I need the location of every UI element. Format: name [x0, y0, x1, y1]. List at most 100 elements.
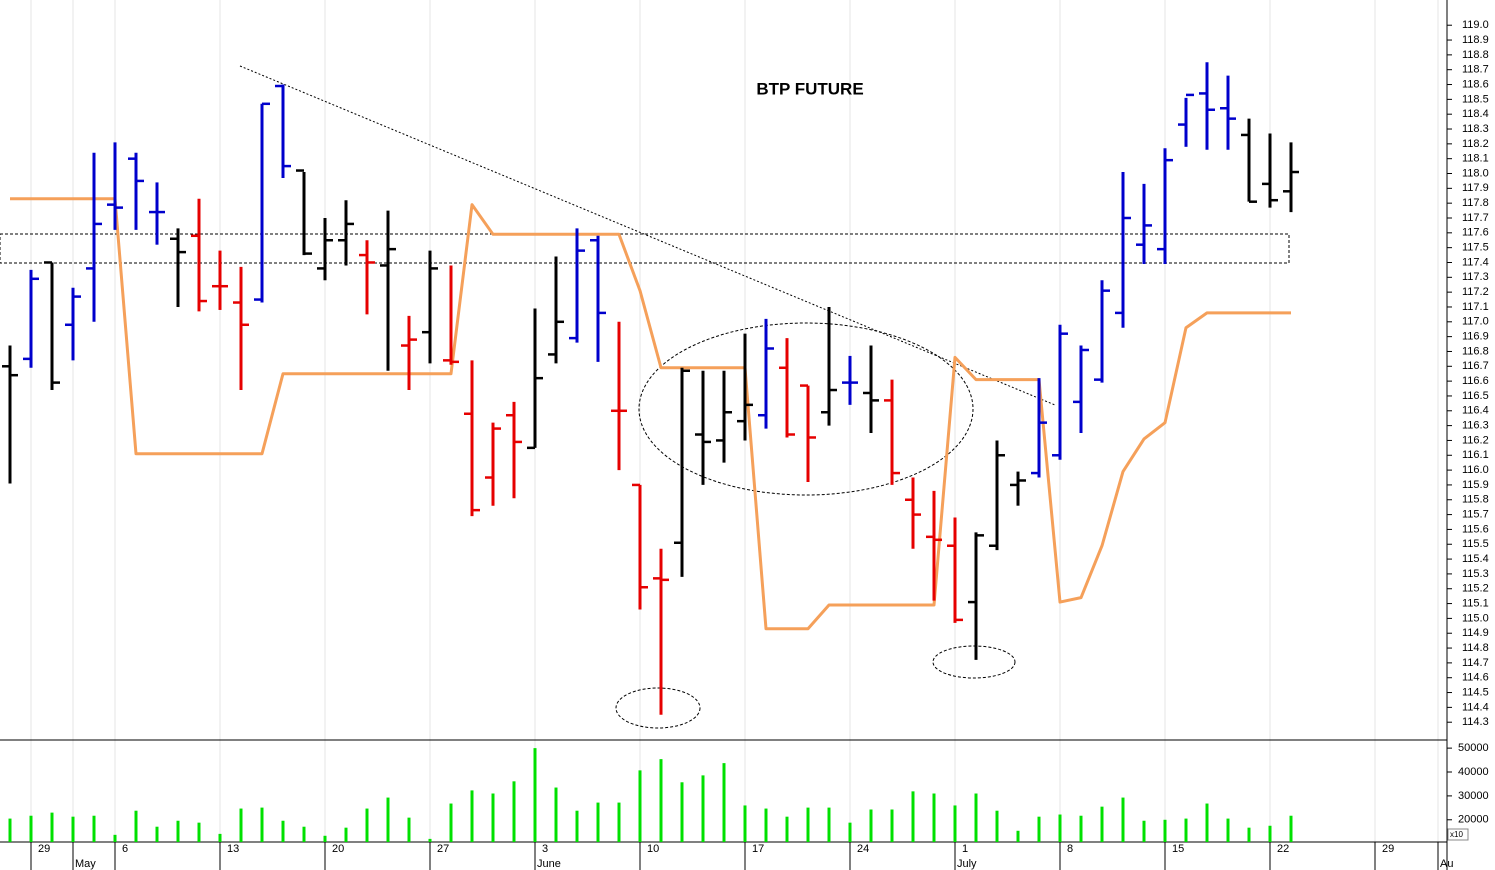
x-tick-label: 3	[542, 843, 548, 855]
ohlc-bar	[1052, 324, 1068, 460]
ohlc-bar	[254, 102, 270, 303]
y-tick-label: 118.6	[1462, 78, 1489, 90]
ohlc-bar	[905, 477, 921, 549]
x-month-label: July	[957, 858, 977, 870]
y-tick-label: 116.3	[1462, 420, 1489, 432]
trend-line	[239, 65, 1056, 406]
low-ellipse	[615, 687, 701, 729]
ohlc-bar	[506, 401, 522, 499]
ohlc-bar	[65, 287, 81, 361]
y-tick-label: 115.1	[1462, 597, 1489, 609]
chart-title: BTP FUTURE	[756, 79, 863, 98]
ohlc-bar	[86, 152, 102, 322]
x-tick-label: 6	[122, 843, 128, 855]
y-tick-label: 118.9	[1462, 34, 1489, 46]
ohlc-bar	[149, 182, 165, 245]
ohlc-bar	[1115, 172, 1131, 328]
volume-tick-label: 30000	[1458, 790, 1489, 802]
ohlc-bar	[1094, 280, 1110, 383]
ohlc-bar	[590, 235, 606, 362]
x-month-label: June	[537, 858, 561, 870]
y-tick-label: 114.5	[1462, 686, 1489, 698]
y-tick-label: 116.2	[1462, 434, 1489, 446]
y-tick-label: 119.0	[1462, 19, 1489, 31]
y-tick-label: 115.0	[1462, 612, 1489, 624]
y-tick-label: 117.3	[1462, 271, 1489, 283]
ohlc-bar	[1241, 118, 1257, 203]
x-tick-label: 8	[1067, 843, 1073, 855]
volume-tick-label: 50000	[1458, 742, 1489, 754]
ohlc-bar	[989, 440, 1005, 551]
y-tick-label: 117.8	[1462, 197, 1489, 209]
ohlc-bar	[170, 228, 186, 307]
y-tick-label: 115.7	[1462, 508, 1489, 520]
y-tick-label: 118.0	[1462, 167, 1489, 179]
ohlc-bar	[1136, 183, 1152, 264]
x-tick-label: 10	[647, 843, 659, 855]
ohlc-bar	[1262, 133, 1278, 208]
ohlc-bar	[359, 240, 375, 315]
ohlc-bar	[401, 315, 417, 391]
y-tick-label: 115.3	[1462, 568, 1489, 580]
y-tick-label: 115.4	[1462, 553, 1489, 565]
y-tick-label: 114.4	[1462, 701, 1489, 713]
ohlc-bar	[1199, 62, 1215, 150]
y-tick-label: 116.5	[1462, 390, 1489, 402]
x-tick-label: 22	[1277, 843, 1289, 855]
low-ellipse	[932, 645, 1016, 679]
ohlc-bar	[884, 379, 900, 485]
multiplier-box	[1447, 828, 1469, 841]
x-tick-label: 29	[38, 843, 50, 855]
ohlc-bar	[338, 200, 354, 266]
ohlc-bar	[779, 338, 795, 438]
y-tick-label: 114.6	[1462, 672, 1489, 684]
ohlc-bar	[1010, 471, 1026, 506]
y-tick-label: 115.8	[1462, 494, 1489, 506]
ohlc-bar	[1283, 142, 1299, 213]
ohlc-bar	[800, 384, 816, 482]
y-tick-label: 116.1	[1462, 449, 1489, 461]
ohlc-bar	[191, 198, 207, 312]
ohlc-bar	[947, 517, 963, 623]
y-tick-label: 118.5	[1462, 93, 1489, 105]
ohlc-bar	[233, 266, 249, 391]
ohlc-bar	[296, 169, 312, 256]
signal-line	[10, 197, 1291, 631]
resistance-zone	[0, 233, 1290, 264]
x-month-label: Au	[1440, 858, 1453, 870]
x-tick-label: 13	[227, 843, 239, 855]
ohlc-bar	[968, 532, 984, 660]
ohlc-bar	[317, 217, 333, 281]
y-tick-label: 118.7	[1462, 64, 1489, 76]
ohlc-bar	[527, 308, 543, 450]
ohlc-bar	[1178, 93, 1194, 147]
x-tick-label: 27	[437, 843, 449, 855]
ohlc-bar	[464, 360, 480, 517]
ohlc-bar	[212, 250, 228, 310]
y-tick-label: 115.9	[1462, 479, 1489, 491]
ohlc-bar	[1073, 345, 1089, 434]
volume-tick-label: 20000	[1458, 814, 1489, 826]
y-tick-label: 117.6	[1462, 227, 1489, 239]
y-tick-label: 115.2	[1462, 583, 1489, 595]
y-tick-label: 118.4	[1462, 108, 1489, 120]
x-tick-label: 29	[1382, 843, 1394, 855]
y-tick-label: 116.0	[1462, 464, 1489, 476]
ohlc-bar	[1220, 75, 1236, 150]
grid	[30, 0, 1439, 842]
ohlc-bar	[107, 142, 123, 230]
y-tick-label: 114.7	[1462, 657, 1489, 669]
y-tick-label: 116.6	[1462, 375, 1489, 387]
y-tick-label: 117.2	[1462, 286, 1489, 298]
ohlc-bar	[758, 318, 774, 429]
y-tick-label: 118.2	[1462, 138, 1489, 150]
y-tick-label: 117.0	[1462, 316, 1489, 328]
x-tick-label: 17	[752, 843, 764, 855]
pattern-ellipse	[638, 322, 974, 496]
y-tick-label: 116.9	[1462, 331, 1489, 343]
ohlc-bar	[443, 265, 459, 365]
ohlc-bar	[632, 483, 648, 610]
ohlc-bar	[44, 261, 60, 391]
y-tick-label: 116.8	[1462, 345, 1489, 357]
